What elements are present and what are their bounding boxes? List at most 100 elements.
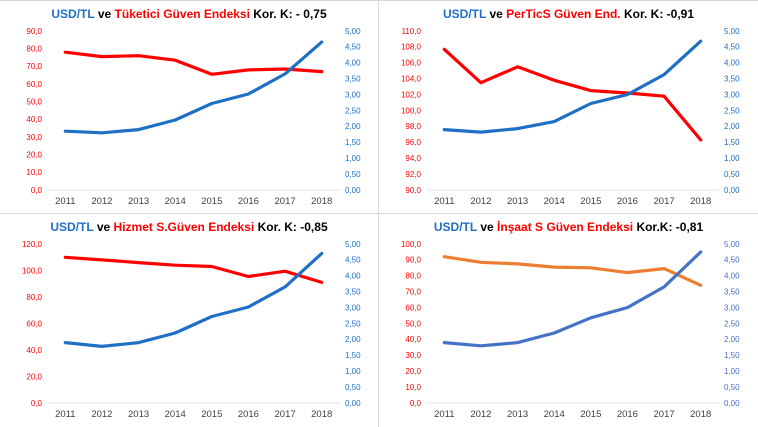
svg-text:102,0: 102,0	[401, 90, 422, 99]
svg-text:2013: 2013	[507, 409, 528, 420]
svg-text:2,00: 2,00	[724, 335, 740, 344]
svg-text:4,50: 4,50	[345, 43, 361, 52]
svg-text:0,0: 0,0	[30, 399, 42, 408]
svg-text:40,0: 40,0	[405, 335, 421, 344]
svg-text:2,50: 2,50	[345, 106, 361, 115]
title-index-name: Tüketici Güven Endeksi	[114, 7, 250, 21]
svg-text:2018: 2018	[690, 196, 711, 207]
svg-text:5,00: 5,00	[345, 240, 361, 249]
svg-text:2,50: 2,50	[724, 106, 740, 115]
title-usdtl: USD/TL	[442, 7, 487, 21]
svg-text:1,00: 1,00	[345, 154, 361, 163]
svg-text:120,0: 120,0	[21, 240, 42, 249]
svg-text:2014: 2014	[164, 196, 185, 207]
chart-title-tuketici: USD/TL ve Tüketici Güven Endeksi Kor. K:…	[0, 4, 378, 24]
svg-text:4,50: 4,50	[345, 256, 361, 265]
svg-text:2011: 2011	[55, 409, 75, 420]
svg-text:90,0: 90,0	[405, 186, 421, 195]
title-correlation: Kor. K: - 0,75	[253, 7, 327, 21]
svg-text:92,0: 92,0	[405, 170, 421, 179]
svg-text:4,00: 4,00	[724, 59, 740, 68]
chart-panel-hizmet: USD/TL ve Hizmet S.Güven Endeksi Kor. K:…	[0, 214, 379, 427]
chart-panel-tuketici: USD/TL ve Tüketici Güven Endeksi Kor. K:…	[0, 1, 379, 214]
svg-text:2017: 2017	[654, 409, 675, 420]
svg-text:96,0: 96,0	[405, 138, 421, 147]
svg-text:100,0: 100,0	[21, 266, 42, 275]
svg-text:2014: 2014	[544, 409, 565, 420]
svg-text:110,0: 110,0	[402, 27, 422, 36]
svg-text:2011: 2011	[434, 196, 454, 207]
svg-text:30,0: 30,0	[26, 133, 42, 142]
svg-text:2015: 2015	[201, 409, 222, 420]
title-ve: ve	[97, 7, 112, 21]
chart-panel-pertics: USD/TL ve PerTicS Güven End. Kor. K: -0,…	[379, 1, 758, 214]
svg-text:4,00: 4,00	[345, 272, 361, 281]
svg-text:3,50: 3,50	[345, 75, 361, 84]
svg-text:2014: 2014	[164, 409, 185, 420]
line-chart-insaat: 0,0 10,0 20,0 30,0 40,0 50,0 60,0 70,0 80,0 90,0 1…	[401, 240, 740, 420]
svg-text:2017: 2017	[274, 409, 295, 420]
svg-text:2016: 2016	[237, 196, 258, 207]
svg-text:3,00: 3,00	[345, 90, 361, 99]
svg-text:0,0: 0,0	[30, 186, 42, 195]
svg-text:0,50: 0,50	[724, 170, 740, 179]
title-correlation: Kor. K: -0,91	[623, 7, 695, 21]
svg-text:1,50: 1,50	[345, 351, 361, 360]
title-usdtl: USD/TL	[433, 220, 477, 234]
svg-text:5,00: 5,00	[724, 27, 740, 36]
svg-text:106,0: 106,0	[401, 59, 422, 68]
line-chart-hizmet: 0,0 20,0 40,0 60,0 80,0 100,0 120,0 0,00 0,50 1,0…	[21, 240, 361, 420]
svg-text:2,00: 2,00	[724, 122, 740, 131]
svg-text:0,00: 0,00	[724, 399, 740, 408]
svg-text:40,0: 40,0	[26, 346, 42, 355]
svg-text:60,0: 60,0	[26, 319, 42, 328]
svg-text:0,00: 0,00	[345, 399, 361, 408]
svg-text:30,0: 30,0	[405, 351, 421, 360]
svg-text:90,0: 90,0	[405, 256, 421, 265]
title-index-name: PerTicS Güven End.	[506, 7, 621, 21]
svg-text:2015: 2015	[201, 196, 222, 207]
svg-text:90,0: 90,0	[26, 27, 42, 36]
svg-text:2017: 2017	[654, 196, 675, 207]
svg-text:98,0: 98,0	[405, 122, 421, 131]
svg-text:108,0: 108,0	[401, 43, 422, 52]
line-chart-pertics: 90,0 92,0 94,0 96,0 98,0 100,0 102,0 104,0 106,0…	[401, 27, 740, 207]
title-index-name: Hizmet S.Güven Endeksi	[113, 220, 255, 234]
svg-text:2,00: 2,00	[345, 122, 361, 131]
svg-text:0,50: 0,50	[345, 383, 361, 392]
svg-text:2,50: 2,50	[724, 319, 740, 328]
svg-text:100,0: 100,0	[401, 240, 422, 249]
svg-text:70,0: 70,0	[26, 62, 42, 71]
svg-text:20,0: 20,0	[26, 151, 42, 160]
svg-text:50,0: 50,0	[26, 98, 42, 107]
svg-text:10,0: 10,0	[26, 168, 42, 177]
svg-text:20,0: 20,0	[405, 367, 421, 376]
svg-text:2012: 2012	[91, 409, 112, 420]
svg-text:40,0: 40,0	[26, 115, 42, 124]
svg-text:3,00: 3,00	[345, 303, 361, 312]
svg-text:0,00: 0,00	[345, 186, 361, 195]
svg-text:2014: 2014	[544, 196, 565, 207]
svg-text:80,0: 80,0	[405, 272, 421, 281]
svg-text:100,0: 100,0	[401, 106, 422, 115]
title-correlation: Kor. K: -0,85	[257, 220, 328, 234]
svg-text:2015: 2015	[580, 409, 601, 420]
svg-text:2016: 2016	[617, 409, 638, 420]
svg-text:4,50: 4,50	[724, 256, 740, 265]
svg-text:4,00: 4,00	[724, 272, 740, 281]
svg-text:10,0: 10,0	[405, 383, 421, 392]
svg-text:2011: 2011	[434, 409, 454, 420]
svg-text:94,0: 94,0	[405, 154, 421, 163]
svg-text:2012: 2012	[91, 196, 112, 207]
svg-text:1,50: 1,50	[345, 138, 361, 147]
svg-text:1,50: 1,50	[724, 138, 740, 147]
svg-text:70,0: 70,0	[405, 288, 421, 297]
svg-text:2018: 2018	[690, 409, 711, 420]
chart-panel-insaat: USD/TL ve İnşaat S Güven Endeksi Kor.K: …	[379, 214, 758, 427]
svg-text:2012: 2012	[470, 409, 491, 420]
chart-title-insaat: USD/TL ve İnşaat S Güven Endeksi Kor.K: …	[379, 217, 758, 237]
title-ve: ve	[480, 220, 494, 234]
svg-text:2015: 2015	[580, 196, 601, 207]
svg-text:2016: 2016	[617, 196, 638, 207]
